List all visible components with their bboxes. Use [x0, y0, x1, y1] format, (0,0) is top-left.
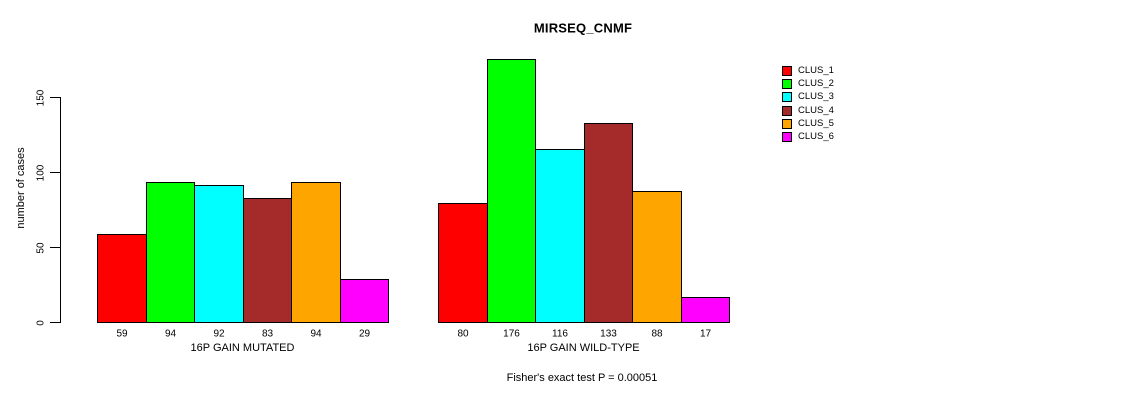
- statistical-test-note: Fisher's exact test P = 0.00051: [506, 372, 658, 384]
- bar-clus_4-group1: [243, 198, 292, 323]
- bar-value-label: 83: [261, 328, 274, 340]
- y-tick-label: 0: [35, 319, 47, 326]
- y-tick-mark: [50, 97, 60, 98]
- legend-item-clus_3: CLUS_3: [782, 91, 834, 104]
- y-tick-label: 100: [35, 164, 47, 181]
- bar-clus_2-group1: [146, 182, 195, 323]
- legend-label: CLUS_2: [798, 77, 834, 89]
- bar-clus_5-group2: [632, 191, 682, 323]
- legend-label: CLUS_6: [798, 131, 834, 143]
- y-axis-line: [60, 97, 61, 323]
- legend-item-clus_5: CLUS_5: [782, 117, 834, 130]
- legend-swatch-icon: [782, 105, 792, 116]
- y-tick-mark: [50, 172, 60, 173]
- bar-clus_4-group2: [584, 123, 633, 323]
- legend-swatch-icon: [782, 118, 792, 129]
- legend-swatch-icon: [782, 92, 792, 103]
- legend-label: CLUS_5: [798, 117, 834, 129]
- bar-value-label: 17: [699, 328, 712, 340]
- bar-value-label: 176: [503, 328, 520, 340]
- bar-value-label: 133: [600, 328, 617, 340]
- legend-item-clus_2: CLUS_2: [782, 77, 834, 90]
- legend-label: CLUS_1: [798, 64, 834, 76]
- group-axis-label: 16P GAIN WILD-TYPE: [527, 341, 640, 354]
- chart-title: MIRSEQ_CNMF: [533, 20, 633, 36]
- group-axis-label: 16P GAIN MUTATED: [190, 341, 295, 354]
- legend-label: CLUS_3: [798, 91, 834, 103]
- legend-item-clus_6: CLUS_6: [782, 131, 834, 144]
- bar-value-label: 94: [310, 328, 322, 340]
- bar-clus_5-group1: [291, 182, 341, 323]
- y-axis-title: number of cases: [15, 147, 27, 229]
- bar-clus_2-group2: [487, 59, 536, 323]
- legend-item-clus_4: CLUS_4: [782, 104, 834, 117]
- legend-item-clus_1: CLUS_1: [782, 64, 834, 77]
- y-tick-label: 150: [35, 89, 47, 106]
- legend-label: CLUS_4: [798, 104, 834, 116]
- bar-clus_3-group1: [194, 185, 244, 323]
- legend-swatch-icon: [782, 65, 792, 76]
- legend: CLUS_1 CLUS_2 CLUS_3 CLUS_4 CLUS_5 CLUS_6: [782, 64, 834, 144]
- legend-swatch-icon: [782, 132, 792, 143]
- bar-value-label: 88: [651, 328, 663, 340]
- bar-value-label: 116: [552, 328, 568, 340]
- y-tick-label: 50: [35, 241, 47, 254]
- y-tick-mark: [50, 247, 60, 248]
- bar-value-label: 94: [164, 328, 177, 340]
- bar-clus_6-group2: [681, 297, 730, 323]
- bar-value-label: 59: [116, 328, 128, 340]
- bar-value-label: 29: [358, 328, 371, 340]
- bar-clus_6-group1: [340, 279, 389, 323]
- bar-value-label: 92: [213, 328, 225, 340]
- bar-value-label: 80: [457, 328, 469, 340]
- bar-clus_1-group2: [438, 203, 488, 323]
- bar-clus_1-group1: [97, 234, 147, 323]
- legend-swatch-icon: [782, 78, 792, 89]
- bar-clus_3-group2: [535, 149, 585, 323]
- y-tick-mark: [50, 322, 60, 323]
